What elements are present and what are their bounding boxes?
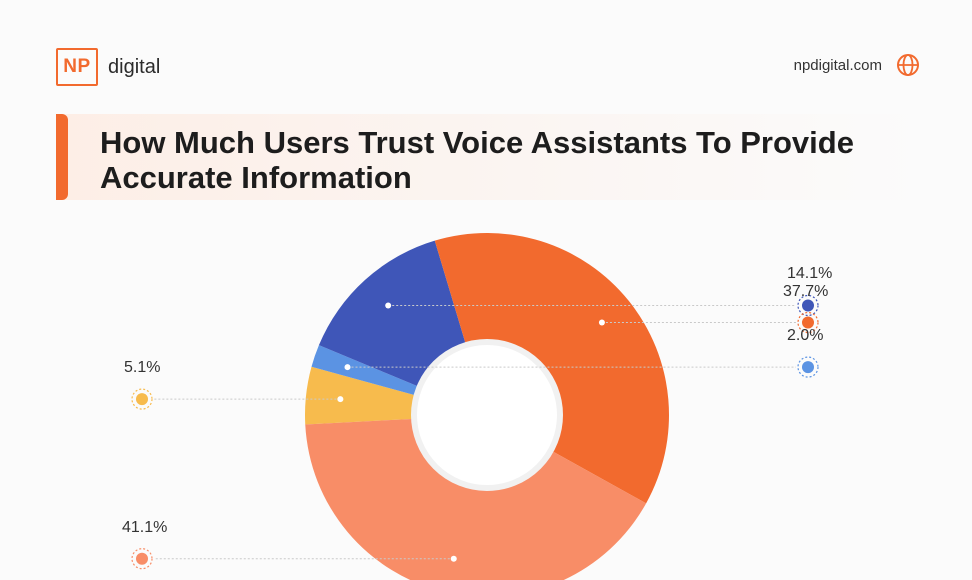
slice-anchor-dot [344, 364, 351, 371]
marker-dot [802, 299, 814, 312]
logo-mark: NP [56, 48, 98, 86]
marker-ring [131, 388, 153, 410]
marker-ring [797, 311, 819, 334]
donut-slices [305, 233, 669, 580]
globe-icon [897, 54, 919, 76]
slice-anchor-dot [337, 396, 344, 403]
title-accent-bar [56, 114, 68, 200]
chart-title: How Much Users Trust Voice Assistants To… [100, 125, 854, 195]
percentage-label: 14.1% [787, 265, 833, 283]
percentage-label: 5.1% [124, 359, 161, 377]
marker-dot [802, 316, 814, 329]
slice-anchor-dot [385, 302, 392, 309]
site-url[interactable]: npdigital.com [793, 56, 882, 74]
marker-ring [131, 548, 153, 570]
marker-dot [802, 361, 814, 374]
leader-lines [131, 294, 819, 570]
slice-anchor-dot [450, 555, 457, 562]
site-link[interactable]: npdigital.com [794, 53, 920, 77]
slice-2.0pct [311, 345, 420, 396]
slice-14.1pct [318, 240, 467, 387]
slice-anchor-dot [598, 319, 605, 326]
percentage-label: 2.0% [787, 327, 824, 345]
marker-dot [136, 393, 148, 406]
logo-word: digital [108, 55, 161, 78]
donut-hole [411, 339, 563, 491]
marker-ring [797, 294, 819, 317]
percentage-label: 37.7% [783, 282, 829, 300]
slice-5.1pct [305, 366, 417, 425]
slice-41.1pct [305, 418, 647, 580]
percentage-label: 41.1% [122, 518, 168, 536]
slice-37.7pct [434, 233, 669, 504]
np-digital-logo: NP digital [56, 48, 160, 86]
marker-ring [797, 356, 819, 378]
title-band [56, 114, 920, 200]
marker-dot [136, 552, 148, 565]
